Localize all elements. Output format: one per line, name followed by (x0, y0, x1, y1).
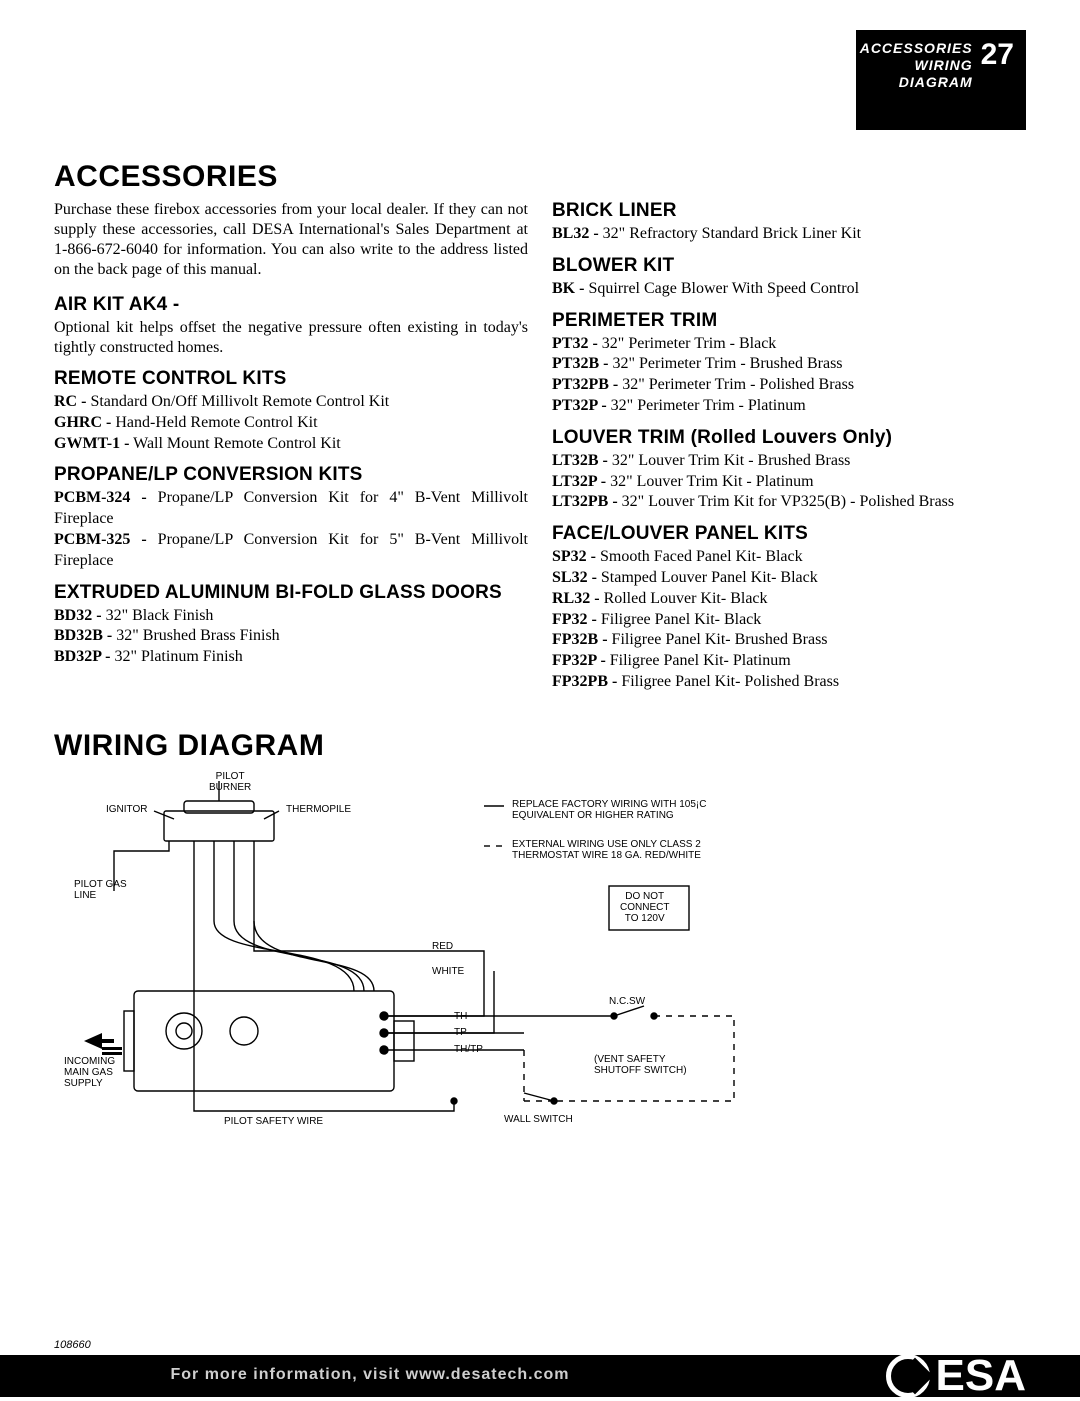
header-label-1: ACCESSORIES (860, 40, 973, 57)
logo-icon (886, 1354, 930, 1398)
intro-paragraph: Purchase these firebox accessories from … (54, 200, 528, 280)
label-vent: (VENT SAFETY SHUTOFF SWITCH) (594, 1054, 687, 1076)
label-ignitor: IGNITOR (106, 804, 147, 815)
list-item: PT32 - 32" Perimeter Trim - Black (552, 334, 1026, 355)
right-column: BRICK LINER BL32 - 32" Refractory Standa… (552, 200, 1026, 693)
list-item: LT32P - 32" Louver Trim Kit - Platinum (552, 472, 1026, 493)
wiring-section: WIRING DIAGRAM (54, 729, 1026, 1151)
propane-heading: PROPANE/LP CONVERSION KITS (54, 464, 528, 486)
wiring-diagram: PILOT BURNER IGNITOR THERMOPILE REPLACE … (54, 771, 774, 1151)
label-donot: DO NOT CONNECT TO 120V (620, 891, 669, 924)
two-column-layout: Purchase these firebox accessories from … (54, 200, 1026, 693)
list-item: PT32P - 32" Perimeter Trim - Platinum (552, 396, 1026, 417)
list-item: SP32 - Smooth Faced Panel Kit- Black (552, 547, 1026, 568)
list-item: BK - Squirrel Cage Blower With Speed Con… (552, 279, 1026, 300)
label-red: RED (432, 941, 453, 952)
list-item: FP32PB - Filigree Panel Kit- Polished Br… (552, 672, 1026, 693)
label-white: WHITE (432, 966, 464, 977)
list-item: FP32 - Filigree Panel Kit- Black (552, 610, 1026, 631)
label-external: EXTERNAL WIRING USE ONLY CLASS 2 THERMOS… (512, 839, 701, 861)
remote-heading: REMOTE CONTROL KITS (54, 368, 528, 390)
label-ncsw: N.C.SW (609, 996, 645, 1007)
list-item: PT32PB - 32" Perimeter Trim - Polished B… (552, 375, 1026, 396)
list-item: LT32PB - 32" Louver Trim Kit for VP325(B… (552, 492, 1026, 513)
header-label-2: WIRING DIAGRAM (860, 57, 973, 91)
header-labels: ACCESSORIES WIRING DIAGRAM (860, 40, 973, 90)
label-replace: REPLACE FACTORY WIRING WITH 105¡C EQUIVA… (512, 799, 706, 821)
page-header-block: ACCESSORIES WIRING DIAGRAM 27 (856, 30, 1026, 130)
louver-heading: LOUVER TRIM (Rolled Louvers Only) (552, 427, 1026, 449)
label-incoming: INCOMING MAIN GAS SUPPLY (64, 1056, 115, 1089)
label-pilot-burner: PILOT BURNER (209, 771, 251, 793)
list-item: GHRC - Hand-Held Remote Control Kit (54, 413, 528, 434)
label-pilot-safety: PILOT SAFETY WIRE (224, 1116, 323, 1127)
face-heading: FACE/LOUVER PANEL KITS (552, 523, 1026, 545)
remote-list: RC - Standard On/Off Millivolt Remote Co… (54, 392, 528, 454)
blower-heading: BLOWER KIT (552, 255, 1026, 277)
wiring-svg (54, 771, 774, 1151)
propane-list: PCBM-324 - Propane/LP Conversion Kit for… (54, 488, 528, 571)
perimeter-heading: PERIMETER TRIM (552, 310, 1026, 332)
face-list: SP32 - Smooth Faced Panel Kit- Black SL3… (552, 547, 1026, 693)
page-footer: For more information, visit www.desatech… (0, 1355, 1080, 1397)
logo-text: ESA (936, 1351, 1026, 1401)
label-pilot-gas: PILOT GAS LINE (74, 879, 127, 901)
doors-list: BD32 - 32" Black Finish BD32B - 32" Brus… (54, 606, 528, 668)
air-kit-heading: AIR KIT AK4 - (54, 294, 528, 316)
list-item: BL32 - 32" Refractory Standard Brick Lin… (552, 224, 1026, 245)
list-item: SL32 - Stamped Louver Panel Kit- Black (552, 568, 1026, 589)
list-item: FP32P - Filigree Panel Kit- Platinum (552, 651, 1026, 672)
label-tp: TP (454, 1027, 467, 1038)
brick-heading: BRICK LINER (552, 200, 1026, 222)
label-thermopile: THERMOPILE (286, 804, 351, 815)
list-item: FP32B - Filigree Panel Kit- Brushed Bras… (552, 630, 1026, 651)
air-kit-body: Optional kit helps offset the negative p… (54, 318, 528, 358)
footer-text: For more information, visit www.desatech… (0, 1366, 740, 1384)
accessories-heading: ACCESSORIES (54, 160, 1026, 194)
page-number: 27 (981, 40, 1014, 70)
list-item: BD32B - 32" Brushed Brass Finish (54, 626, 528, 647)
wiring-heading: WIRING DIAGRAM (54, 729, 1026, 763)
left-column: Purchase these firebox accessories from … (54, 200, 528, 693)
list-item: PCBM-324 - Propane/LP Conversion Kit for… (54, 488, 528, 530)
louver-list: LT32B - 32" Louver Trim Kit - Brushed Br… (552, 451, 1026, 513)
label-wall-switch: WALL SWITCH (504, 1114, 573, 1125)
list-item: GWMT-1 - Wall Mount Remote Control Kit (54, 434, 528, 455)
label-thtp: TH/TP (454, 1044, 483, 1055)
document-number: 108660 (54, 1339, 91, 1351)
perimeter-list: PT32 - 32" Perimeter Trim - Black PT32B … (552, 334, 1026, 417)
list-item: LT32B - 32" Louver Trim Kit - Brushed Br… (552, 451, 1026, 472)
list-item: RL32 - Rolled Louver Kit- Black (552, 589, 1026, 610)
list-item: PCBM-325 - Propane/LP Conversion Kit for… (54, 530, 528, 572)
desa-logo: ESA (886, 1351, 1026, 1401)
list-item: RC - Standard On/Off Millivolt Remote Co… (54, 392, 528, 413)
list-item: PT32B - 32" Perimeter Trim - Brushed Bra… (552, 354, 1026, 375)
doors-heading: EXTRUDED ALUMINUM BI-FOLD GLASS DOORS (54, 582, 528, 604)
list-item: BD32P - 32" Platinum Finish (54, 647, 528, 668)
main-content: ACCESSORIES Purchase these firebox acces… (54, 160, 1026, 1151)
list-item: BD32 - 32" Black Finish (54, 606, 528, 627)
label-th: TH (454, 1011, 467, 1022)
